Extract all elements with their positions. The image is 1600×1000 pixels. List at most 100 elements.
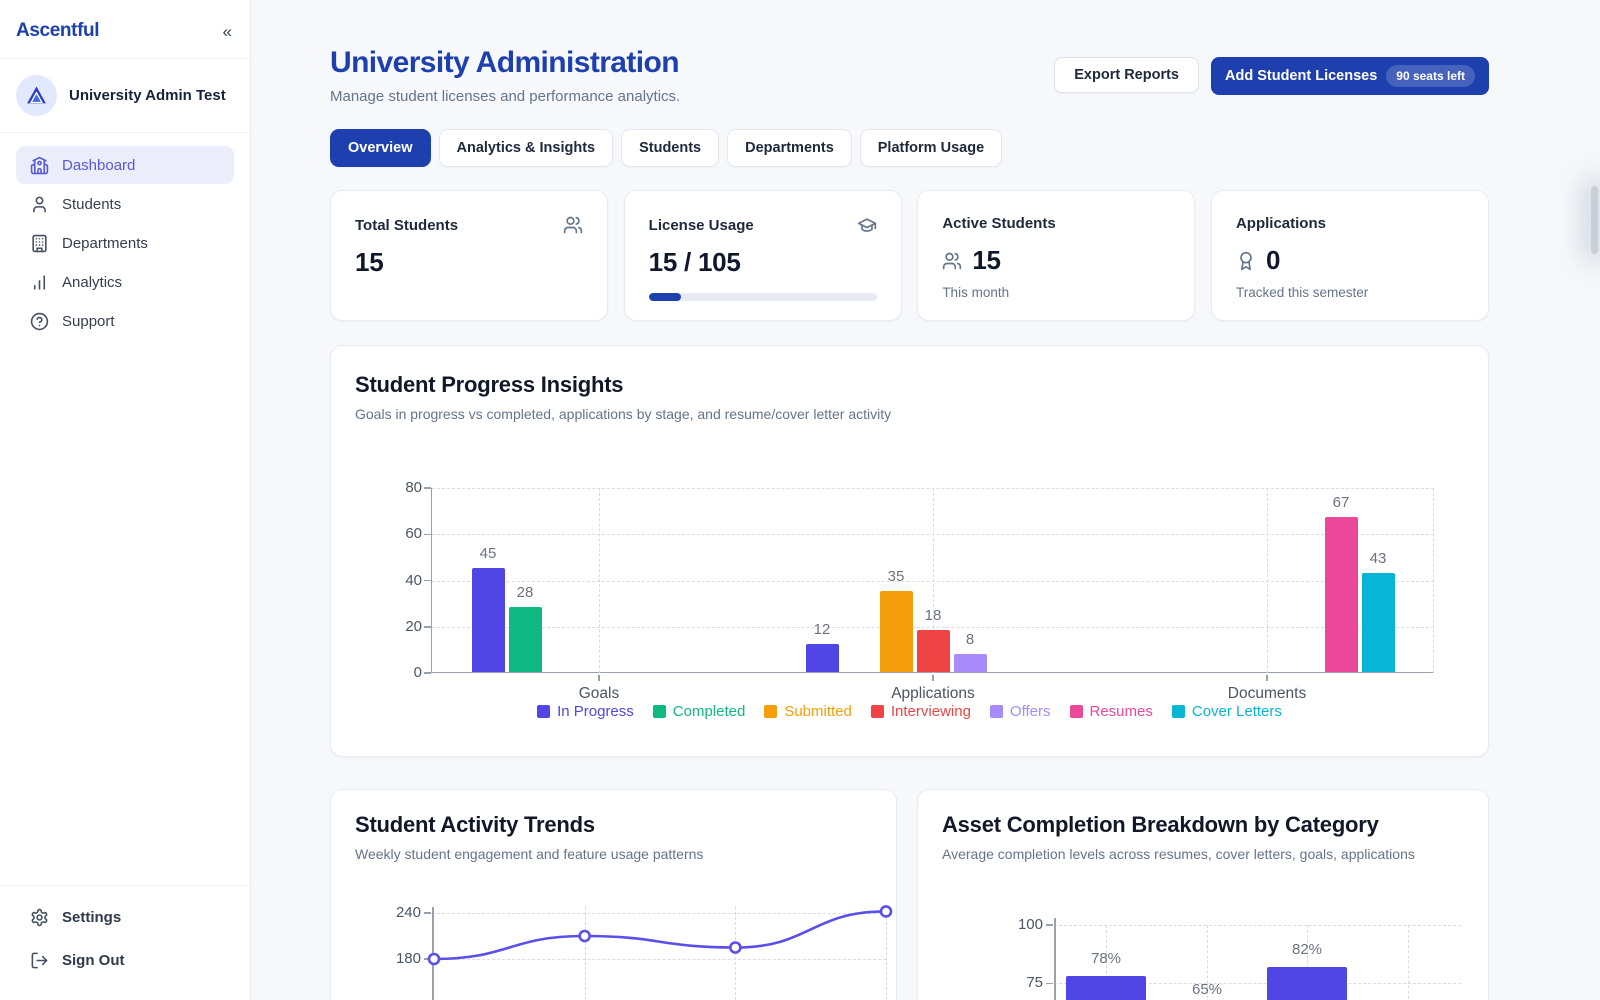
- award-icon: [1236, 251, 1256, 271]
- sidebar-item-dashboard[interactable]: Dashboard: [16, 146, 234, 184]
- legend-swatch: [764, 705, 778, 718]
- user-icon: [30, 195, 49, 214]
- stat-label: Applications: [1235, 215, 1326, 232]
- y-axis-label: 20: [405, 617, 422, 635]
- license-progress-bar: [648, 293, 877, 301]
- stat-label: License Usage: [648, 216, 754, 234]
- legend-label: Submitted: [784, 703, 852, 720]
- avatar: [16, 75, 57, 116]
- gear-icon: [30, 908, 49, 927]
- sidebar: Ascentful « University Admin Test Dashbo…: [0, 0, 251, 1000]
- legend-label: Interviewing: [890, 703, 971, 720]
- y-axis-tick: [423, 626, 431, 628]
- bar-submitted: [879, 591, 913, 672]
- graduation-cap-icon: [857, 215, 877, 235]
- sidebar-item-students[interactable]: Students: [16, 185, 234, 223]
- bar-resumes: [1324, 517, 1358, 672]
- page-subtitle: Manage student licenses and performance …: [330, 88, 681, 105]
- tab-analytics-insights[interactable]: Analytics & Insights: [438, 129, 614, 167]
- gridline: [599, 488, 600, 673]
- y-axis-tick: [423, 487, 431, 489]
- tab-bar: Overview Analytics & Insights Students Depa…: [330, 129, 1003, 167]
- x-axis-label: Documents: [1227, 685, 1307, 702]
- sidebar-item-label: Settings: [62, 908, 122, 926]
- y-axis-tick: [1046, 982, 1053, 985]
- legend-item-resumes: Resumes: [1069, 703, 1153, 720]
- legend-swatch: [989, 705, 1003, 718]
- student-activity-trends-card: Student Activity Trends Weekly student e…: [330, 789, 897, 1000]
- brand-logo: Ascentful: [16, 20, 100, 41]
- y-axis-label: 100: [1017, 916, 1043, 933]
- sidebar-item-label: Analytics: [62, 273, 123, 291]
- chart-subtitle: Average completion levels across resumes…: [942, 846, 1415, 862]
- chart-subtitle: Weekly student engagement and feature us…: [355, 846, 704, 862]
- stat-value: 15 / 105: [648, 247, 741, 277]
- bar-value-label: 82%: [1291, 941, 1323, 959]
- gridline: [1106, 925, 1107, 1000]
- y-axis-tick: [1046, 924, 1053, 926]
- y-axis-label: 0: [413, 664, 422, 681]
- y-axis-tick: [423, 533, 431, 535]
- add-student-licenses-button[interactable]: Add Student Licenses 90 seats left: [1211, 57, 1489, 95]
- tab-departments[interactable]: Departments: [727, 129, 852, 167]
- sidebar-item-label: Dashboard: [62, 156, 136, 174]
- legend-swatch: [652, 705, 666, 718]
- divider: [0, 132, 250, 133]
- stat-card-license-usage: License Usage 15 / 105: [623, 190, 902, 321]
- bar-value-label: 8: [965, 630, 975, 648]
- legend-label: Completed: [672, 703, 746, 720]
- asset-completion-card: Asset Completion Breakdown by Category A…: [917, 789, 1489, 1000]
- sidebar-item-analytics[interactable]: Analytics: [16, 263, 234, 301]
- gridline: [933, 488, 934, 673]
- chart-legend: In Progress Completed Submitted Interviewin…: [331, 703, 1488, 720]
- gridline: [1408, 925, 1409, 1000]
- sidebar-nav: Dashboard Students Departments Analytics Sup…: [0, 133, 250, 354]
- bar-value-label: 35: [887, 568, 905, 586]
- users-icon: [942, 251, 962, 271]
- export-reports-button[interactable]: Export Reports: [1054, 57, 1199, 93]
- stat-card-applications: Applications 0 Tracked this semester: [1210, 190, 1489, 321]
- sidebar-item-settings[interactable]: Settings: [16, 896, 234, 938]
- tab-students[interactable]: Students: [621, 129, 720, 167]
- bar-in-progress: [471, 567, 505, 672]
- grouped-bar-chart: 0 20 40 60 80 Goals Applications Documents 45 12 2…: [405, 479, 1434, 702]
- sidebar-footer: Settings Sign Out: [0, 885, 250, 982]
- scrollbar-thumb[interactable]: [1591, 186, 1598, 254]
- legend-label: Offers: [1009, 703, 1051, 720]
- bar-in-progress: [805, 644, 839, 672]
- chart-title: Asset Completion Breakdown by Category: [942, 812, 1379, 837]
- y-axis: [1054, 918, 1056, 1000]
- bar-interviewing: [916, 630, 950, 672]
- stat-cards-row: Total Students 15 License Usage 15 / 105…: [330, 190, 1489, 321]
- y-axis-tick: [423, 579, 431, 582]
- bar-value-label: 28: [516, 584, 534, 602]
- y-axis: [432, 907, 434, 1000]
- legend-label: Cover Letters: [1191, 703, 1282, 720]
- gridline: [1054, 983, 1461, 985]
- stat-value: 0: [1265, 245, 1281, 275]
- bar-value-label: 43: [1369, 549, 1387, 567]
- bar-value-label: 45: [479, 544, 497, 562]
- legend-item-completed: Completed: [652, 703, 746, 720]
- gridline: [1307, 925, 1308, 1000]
- sidebar-item-departments[interactable]: Departments: [16, 224, 234, 262]
- legend-label: In Progress: [557, 703, 634, 720]
- y-axis-label: 180: [395, 950, 421, 967]
- sidebar-item-label: Sign Out: [62, 951, 125, 969]
- tab-overview[interactable]: Overview: [330, 129, 431, 167]
- x-axis-tick: [598, 674, 600, 681]
- bar-category-3: [1267, 967, 1347, 1000]
- building-icon: [30, 234, 49, 253]
- help-circle-icon: [30, 312, 49, 331]
- bar-value-label: 67: [1332, 494, 1350, 512]
- stat-value: 15: [972, 245, 1001, 275]
- chevrons-left-icon[interactable]: «: [222, 21, 232, 41]
- tab-platform-usage[interactable]: Platform Usage: [859, 129, 1003, 167]
- sidebar-item-sign-out[interactable]: Sign Out: [16, 939, 234, 981]
- x-axis-tick: [932, 674, 934, 681]
- y-axis-label: 80: [405, 479, 422, 496]
- x-axis-label: Applications: [891, 685, 975, 702]
- sidebar-item-support[interactable]: Support: [16, 302, 234, 340]
- bar-value-label: 65%: [1191, 980, 1223, 998]
- chart-title: Student Progress Insights: [355, 372, 624, 397]
